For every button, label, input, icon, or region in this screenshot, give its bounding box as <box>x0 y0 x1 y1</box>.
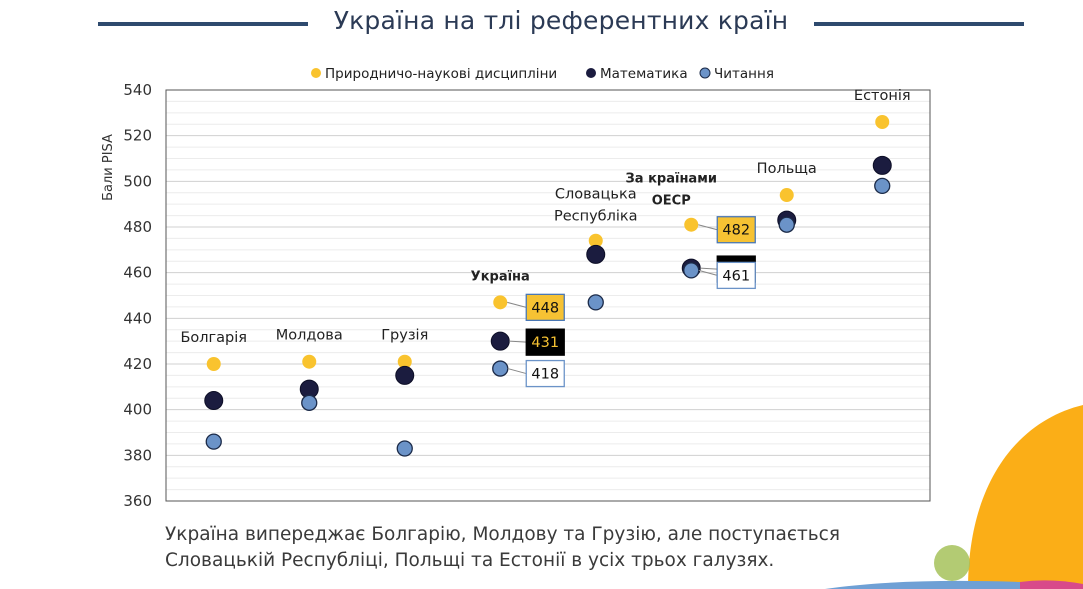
point-reading-за-країнами-оеср <box>683 262 700 279</box>
point-science-естонія <box>875 114 890 129</box>
category-label-словацька-республіка: Словацька Республіка <box>554 187 638 225</box>
caption-line-2: Словацькій Республіці, Польщі та Естонії… <box>165 550 775 571</box>
legend-marker <box>311 68 321 78</box>
category-label-болгарія: Болгарія <box>180 330 247 346</box>
y-tick-label: 440 <box>123 309 152 327</box>
category-label-польща: Польща <box>757 161 817 177</box>
header-line-left <box>98 22 308 26</box>
legend-item-reading: Читання <box>699 66 774 82</box>
point-math-болгарія <box>204 391 224 411</box>
point-reading-болгарія <box>205 433 222 450</box>
point-reading-україна <box>492 360 509 377</box>
legend-item-math: Математика <box>586 66 688 82</box>
deco-green-circle <box>934 545 970 581</box>
leader-line <box>509 340 527 343</box>
plot-border <box>165 89 931 502</box>
data-label-text: 418 <box>531 367 559 383</box>
point-science-молдова <box>302 354 317 369</box>
category-label-грузія: Грузія <box>381 328 428 344</box>
category-label-молдова: Молдова <box>276 328 343 344</box>
deco-blue-shape <box>825 580 1020 589</box>
data-label-science-україна: 448 <box>507 293 565 322</box>
header-line-right <box>814 22 1024 26</box>
decorative-shapes <box>825 405 1083 589</box>
leader-line <box>507 301 527 308</box>
caption-line-1: Україна випереджає Болгарію, Молдову та … <box>165 524 840 545</box>
legend-item-science: Природничо-наукові дисципліни <box>311 66 557 82</box>
legend-marker <box>699 67 711 79</box>
point-math-грузія <box>395 365 415 385</box>
point-science-за-країнами-оеср <box>684 217 699 232</box>
data-label-reading-україна: 418 <box>507 359 565 388</box>
y-axis-label: Бали PISA <box>101 134 116 201</box>
data-label-box <box>525 293 565 322</box>
point-science-україна <box>493 295 508 310</box>
header: Україна на тлі референтних країн <box>0 0 1083 50</box>
data-label-science-за-країнами-оеср: 482 <box>698 216 756 244</box>
data-label-box <box>525 328 565 356</box>
chart-legend: Природничо-наукові дисципліни Математика Ч… <box>311 66 774 82</box>
point-science-словацька-республіка <box>588 233 603 248</box>
legend-label: Природничо-наукові дисципліни <box>325 66 557 82</box>
legend-label: Читання <box>714 66 774 82</box>
data-label-reading-за-країнами-оеср: 461 <box>698 261 756 290</box>
category-label-за-країнами-оеср: За країнами ОЕСР <box>626 172 717 209</box>
point-math-словацька-республіка <box>586 244 606 264</box>
data-label-box <box>525 359 565 388</box>
page-title: Україна на тлі референтних країн <box>333 6 789 35</box>
deco-pink-shape <box>1020 580 1083 589</box>
point-math-естонія <box>872 155 892 175</box>
category-label-україна: Україна <box>471 269 530 284</box>
legend-label: Математика <box>600 66 688 82</box>
y-tick-label: 420 <box>123 355 152 373</box>
data-label-math-україна: 431 <box>509 328 565 356</box>
leader-line <box>698 269 718 276</box>
data-label-text: 448 <box>531 300 559 316</box>
point-reading-словацька-республіка <box>587 294 604 311</box>
y-tick-label: 520 <box>123 127 152 145</box>
y-tick-label: 540 <box>123 81 152 99</box>
point-math-україна <box>490 331 510 351</box>
y-tick-label: 480 <box>123 218 152 236</box>
point-reading-естонія <box>874 177 891 195</box>
data-label-text: 431 <box>531 335 559 351</box>
y-tick-label: 400 <box>123 401 152 419</box>
y-tick-label: 500 <box>123 172 152 190</box>
category-label-естонія: Естонія <box>854 88 911 104</box>
point-science-грузія <box>397 354 412 369</box>
leader-line <box>507 368 527 375</box>
leader-line <box>698 224 718 231</box>
chart-caption: Україна випереджає Болгарію, Молдову та … <box>165 522 985 574</box>
point-reading-грузія <box>396 440 413 457</box>
y-tick-label: 460 <box>123 264 152 282</box>
point-reading-молдова <box>301 394 318 411</box>
plot-area: 360 380 400 420 440 460 480 500 520 540 Бали PISA Б… <box>101 81 931 510</box>
y-tick-label: 380 <box>123 446 152 464</box>
leader-line <box>700 267 718 270</box>
data-label-box <box>716 216 756 244</box>
legend-marker <box>586 68 596 78</box>
y-tick-label: 360 <box>123 492 152 510</box>
point-reading-польща <box>778 216 795 233</box>
deco-orange-shape <box>968 405 1083 589</box>
data-label-text: 461 <box>722 268 750 284</box>
point-science-польща <box>779 188 794 203</box>
data-label-text: 482 <box>722 223 750 239</box>
data-label-box <box>716 261 756 290</box>
point-science-болгарія <box>206 357 221 371</box>
